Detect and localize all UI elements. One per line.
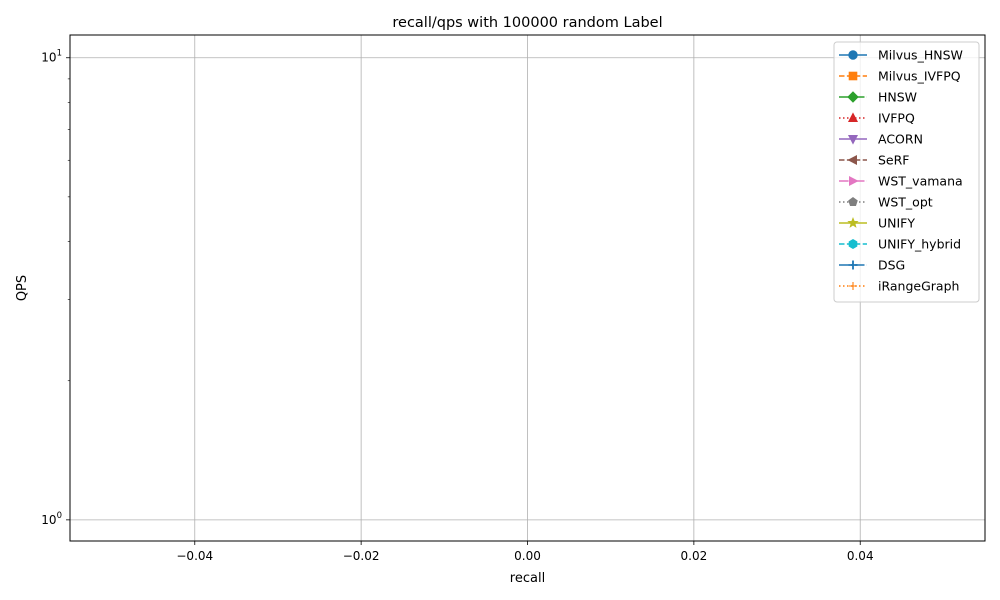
grid: [70, 35, 985, 541]
legend-label: IVFPQ: [878, 111, 915, 126]
y-tick-label: 101: [41, 49, 62, 65]
legend-entry: SeRF: [839, 153, 910, 168]
legend-marker: [848, 50, 858, 60]
legend-marker: [847, 112, 859, 122]
x-tick-label: 0.04: [847, 549, 874, 563]
legend-entry: WST_opt: [839, 195, 933, 210]
legend-marker: [847, 91, 859, 103]
legend-entry: WST_vamana: [839, 174, 963, 189]
legend: Milvus_HNSW Milvus_IVFPQ HNSW IVFPQ ACORN SeR…: [833, 41, 980, 303]
chart-title: recall/qps with 100000 random Label: [392, 15, 662, 31]
legend-marker: [848, 71, 858, 81]
x-tick-label: 0.00: [514, 549, 541, 563]
legend-entry: IVFPQ: [839, 111, 915, 126]
legend-label: HNSW: [878, 90, 917, 105]
legend-entry: DSG: [839, 258, 905, 273]
x-axis-label: recall: [510, 571, 545, 586]
legend-label: Milvus_IVFPQ: [878, 69, 961, 84]
legend-marker: [847, 217, 859, 228]
legend-entry: Milvus_IVFPQ: [839, 69, 961, 84]
legend-entry: Milvus_HNSW: [839, 48, 963, 63]
legend-label: SeRF: [878, 153, 910, 168]
legend-label: ACORN: [878, 132, 923, 147]
y-tick-exponent: 0: [57, 511, 62, 521]
x-tick-label: −0.02: [343, 549, 380, 563]
legend-entry: UNIFY: [839, 216, 915, 231]
y-tick-exponent: 1: [57, 49, 62, 59]
legend-marker: [849, 282, 857, 290]
x-tick-label: −0.04: [176, 549, 213, 563]
legend-entry: UNIFY_hybrid: [839, 237, 961, 252]
legend-marker: [847, 154, 857, 166]
legend-label: UNIFY: [878, 216, 915, 231]
legend-marker: [848, 260, 858, 270]
legend-label: WST_vamana: [878, 174, 963, 189]
legend-entry: HNSW: [839, 90, 917, 105]
x-tick-label: 0.02: [681, 549, 708, 563]
legend-marker: [847, 135, 859, 145]
y-axis-label: QPS: [15, 275, 30, 301]
legend-label: iRangeGraph: [878, 279, 959, 294]
legend-entry: iRangeGraph: [839, 279, 959, 294]
y-tick-label: 100: [41, 511, 62, 527]
y-tick-base: 10: [41, 51, 56, 65]
legend-marker: [848, 239, 858, 249]
legend-label: UNIFY_hybrid: [878, 237, 961, 252]
y-tick-base: 10: [41, 513, 56, 527]
legend-label: WST_opt: [878, 195, 933, 210]
legend-label: Milvus_HNSW: [878, 48, 963, 63]
legend-marker: [848, 196, 858, 207]
x-axis: −0.04 −0.02 0.00 0.02 0.04: [176, 541, 874, 563]
legend-entry: ACORN: [839, 132, 923, 147]
legend-marker: [849, 175, 859, 187]
legend-label: DSG: [878, 258, 905, 273]
legend-box: [833, 41, 980, 303]
